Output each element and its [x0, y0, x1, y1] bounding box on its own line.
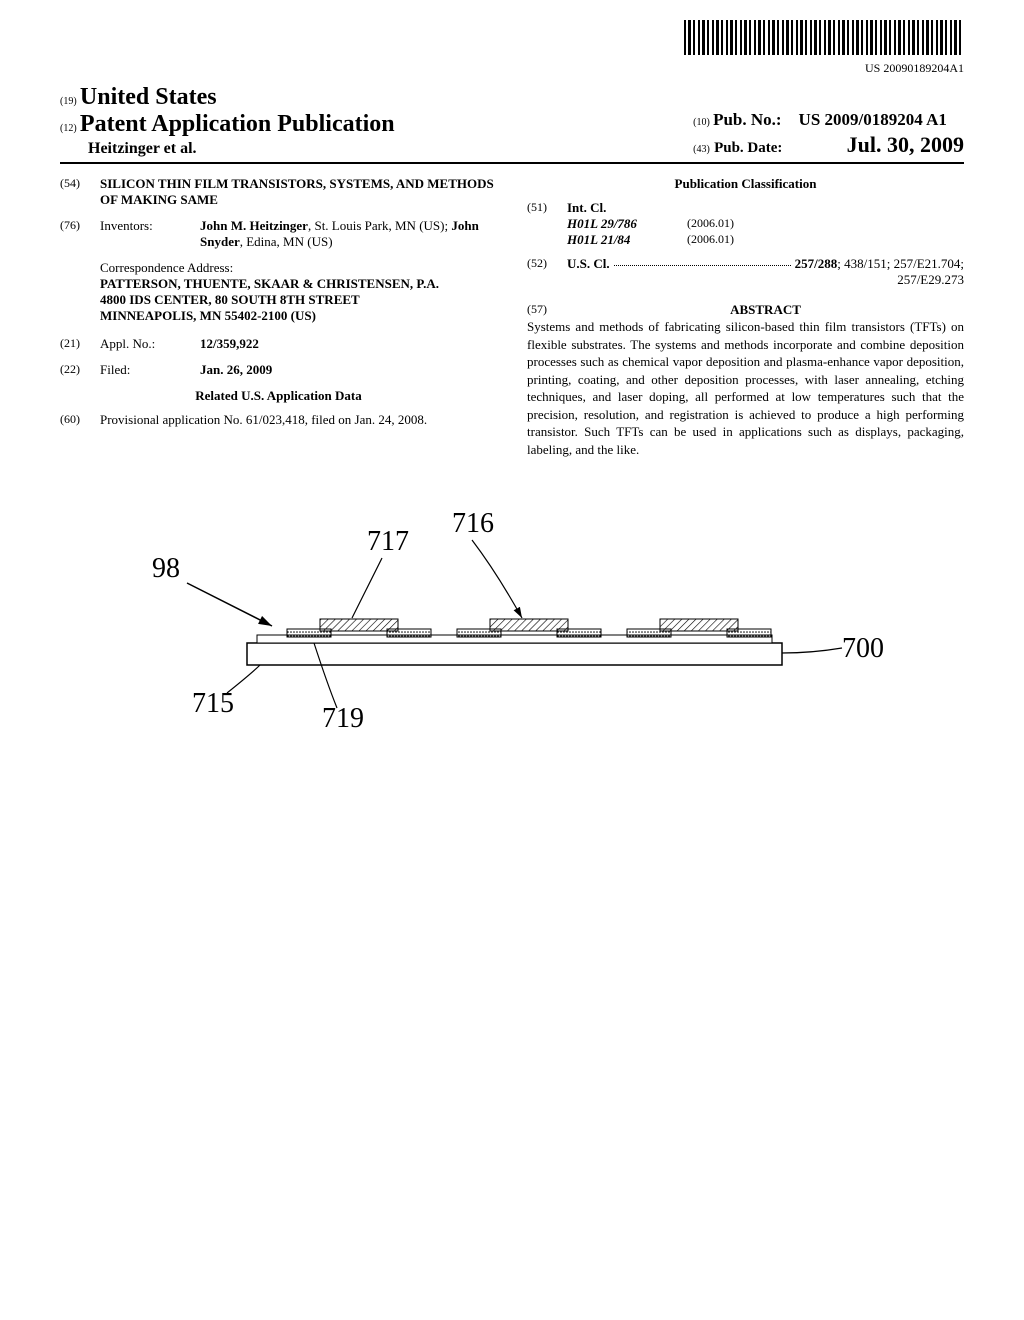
figure-svg: [152, 498, 872, 718]
intcl-section: (51) Int. Cl. H01L 29/786 (2006.01) H01L…: [527, 200, 964, 248]
barcode-graphic: [684, 20, 964, 55]
figure-diagram: 98 717 716 700 715 719: [152, 498, 872, 718]
uscl-label: U.S. Cl.: [567, 256, 610, 272]
fig-label-700: 700: [842, 633, 884, 665]
inventors-names: John M. Heitzinger, St. Louis Park, MN (…: [200, 218, 497, 250]
title-prefix: (54): [60, 176, 100, 208]
intcl-row-0: H01L 29/786 (2006.01): [567, 216, 734, 232]
country-prefix: (19): [60, 96, 77, 107]
pubtype-prefix: (12): [60, 123, 77, 134]
intcl-row-1: H01L 21/84 (2006.01): [567, 232, 734, 248]
barcode-section: US 20090189204A1: [60, 20, 964, 76]
corr-line1: PATTERSON, THUENTE, SKAAR & CHRISTENSEN,…: [100, 276, 497, 292]
prov-prefix: (60): [60, 412, 100, 428]
filed-prefix: (22): [60, 362, 100, 378]
fig-label-98: 98: [152, 553, 180, 585]
inventors-prefix: (76): [60, 218, 100, 250]
fig-label-715: 715: [192, 688, 234, 720]
uscl-bold: 257/288: [795, 256, 838, 271]
pubtype-line: (12) Patent Application Publication: [60, 111, 395, 138]
uscl-line1: U.S. Cl. 257/288; 438/151; 257/E21.704;: [567, 256, 964, 272]
applno-prefix: (21): [60, 336, 100, 352]
intcl-code-1: H01L 21/84: [567, 232, 687, 248]
pubno-line: (10) Pub. No.: US 2009/0189204 A1: [693, 110, 964, 130]
fig-label-716: 716: [452, 508, 494, 540]
applno-label: Appl. No.:: [100, 336, 200, 352]
left-column: (54) SILICON THIN FILM TRANSISTORS, SYST…: [60, 176, 497, 458]
classification-heading: Publication Classification: [527, 176, 964, 192]
pubdate-line: (43) Pub. Date: Jul. 30, 2009: [693, 132, 964, 158]
body-columns: (54) SILICON THIN FILM TRANSISTORS, SYST…: [60, 176, 964, 458]
inventors-section: (76) Inventors: John M. Heitzinger, St. …: [60, 218, 497, 250]
pubno-prefix: (10): [693, 117, 710, 128]
intcl-year-0: (2006.01): [687, 216, 734, 232]
filed-label: Filed:: [100, 362, 200, 378]
filed-section: (22) Filed: Jan. 26, 2009: [60, 362, 497, 378]
pubdate-value: Jul. 30, 2009: [847, 132, 964, 157]
filed-value: Jan. 26, 2009: [200, 362, 497, 378]
header-right: (10) Pub. No.: US 2009/0189204 A1 (43) P…: [693, 110, 964, 158]
intcl-prefix: (51): [527, 200, 567, 248]
inventors-label: Inventors:: [100, 218, 200, 250]
inventor2-rest: , Edina, MN (US): [240, 234, 333, 249]
fig-label-717: 717: [367, 526, 409, 558]
intcl-label: Int. Cl.: [567, 200, 734, 216]
abstract-text: Systems and methods of fabricating silic…: [527, 318, 964, 458]
applno-section: (21) Appl. No.: 12/359,922: [60, 336, 497, 352]
prov-text: Provisional application No. 61/023,418, …: [100, 412, 427, 428]
abstract-heading: ABSTRACT: [567, 302, 964, 318]
correspondence-block: Correspondence Address: PATTERSON, THUEN…: [100, 260, 497, 324]
inventor1-rest: , St. Louis Park, MN (US);: [308, 218, 451, 233]
uscl-prefix: (52): [527, 256, 567, 288]
corr-line2: 4800 IDS CENTER, 80 SOUTH 8TH STREET: [100, 292, 497, 308]
country: United States: [80, 84, 217, 110]
pubno-label-text: Pub. No.:: [713, 110, 781, 129]
invention-title: SILICON THIN FILM TRANSISTORS, SYSTEMS, …: [100, 176, 497, 208]
corr-label: Correspondence Address:: [100, 260, 497, 276]
uscl-vals-line1: 257/288; 438/151; 257/E21.704;: [795, 256, 964, 272]
barcode-number: US 20090189204A1: [60, 61, 964, 76]
title-section: (54) SILICON THIN FILM TRANSISTORS, SYST…: [60, 176, 497, 208]
right-column: Publication Classification (51) Int. Cl.…: [527, 176, 964, 458]
pubdate-prefix: (43): [693, 144, 710, 155]
uscl-line2: 257/E29.273: [567, 272, 964, 288]
pubno-value: US 2009/0189204 A1: [799, 110, 947, 129]
country-line: (19) United States: [60, 84, 395, 111]
header-left: (19) United States (12) Patent Applicati…: [60, 84, 395, 158]
uscl-dots: [614, 256, 791, 266]
applno-value: 12/359,922: [200, 336, 497, 352]
pubdate-label: Pub. Date:: [714, 140, 782, 156]
corr-line3: MINNEAPOLIS, MN 55402-2100 (US): [100, 308, 497, 324]
intcl-year-1: (2006.01): [687, 232, 734, 248]
intcl-code-0: H01L 29/786: [567, 216, 687, 232]
intcl-body: Int. Cl. H01L 29/786 (2006.01) H01L 21/8…: [567, 200, 734, 248]
uscl-rest1: ; 438/151; 257/E21.704;: [837, 256, 964, 271]
uscl-body: U.S. Cl. 257/288; 438/151; 257/E21.704; …: [567, 256, 964, 288]
abstract-heading-row: (57) ABSTRACT: [527, 302, 964, 318]
uscl-section: (52) U.S. Cl. 257/288; 438/151; 257/E21.…: [527, 256, 964, 288]
fig-label-719: 719: [322, 703, 364, 735]
abstract-prefix: (57): [527, 302, 567, 318]
header-row: (19) United States (12) Patent Applicati…: [60, 84, 964, 164]
related-heading: Related U.S. Application Data: [60, 388, 497, 404]
pubtype: Patent Application Publication: [80, 111, 395, 137]
inventor1-name: John M. Heitzinger: [200, 218, 308, 233]
provisional-section: (60) Provisional application No. 61/023,…: [60, 412, 497, 428]
pubno-label: Pub. No.: US 2009/0189204 A1: [713, 110, 947, 129]
header-authors: Heitzinger et al.: [88, 140, 395, 158]
